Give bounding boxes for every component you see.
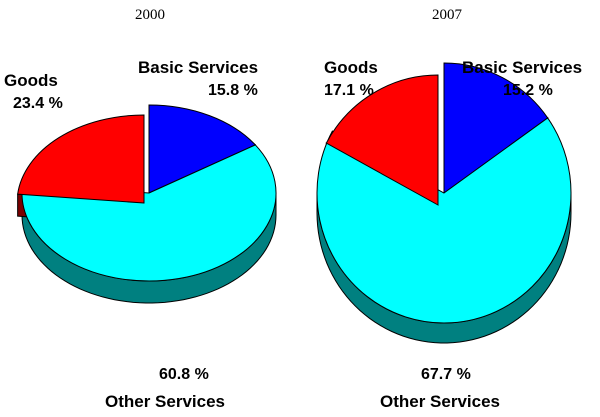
chart-title-2000: 2000 <box>135 7 165 23</box>
slice-other-services-2000 <box>21 144 277 282</box>
slice-basic-services-2007 <box>443 62 549 194</box>
pie-slices-2000 <box>17 104 277 304</box>
slice-value-goods-2007: 17.1 % <box>324 82 374 99</box>
pie-chart-2000: 2000 Goods 23.4 % Basic Services 15.8 % … <box>4 7 277 411</box>
slice-label-goods-2000: Goods <box>4 71 58 90</box>
pie-slices-2007 <box>316 62 572 344</box>
slice-value-basic-services-2000: 15.8 % <box>208 82 258 99</box>
chart-title-2007: 2007 <box>432 7 463 23</box>
pie-chart-2007: 2007 Goods 17.1 % Basic Services 15.2 % … <box>316 7 582 411</box>
slice-value-other-services-2000: 60.8 % <box>159 366 209 383</box>
slice-value-basic-services-2007: 15.2 % <box>503 82 553 99</box>
slice-goods-2000 <box>17 114 145 204</box>
slice-goods-2007 <box>325 74 439 206</box>
slice-basic-services-2000 <box>148 104 257 194</box>
slice-label-basic-services-2007: Basic Services <box>462 58 582 77</box>
slice-label-basic-services-2000: Basic Services <box>138 58 258 77</box>
slice-label-goods-2007: Goods <box>324 58 378 77</box>
slice-label-other-services-2000: Other Services <box>105 392 225 411</box>
slice-value-goods-2000: 23.4 % <box>13 95 63 112</box>
slice-value-other-services-2007: 67.7 % <box>421 366 471 383</box>
slice-label-other-services-2007: Other Services <box>380 392 500 411</box>
